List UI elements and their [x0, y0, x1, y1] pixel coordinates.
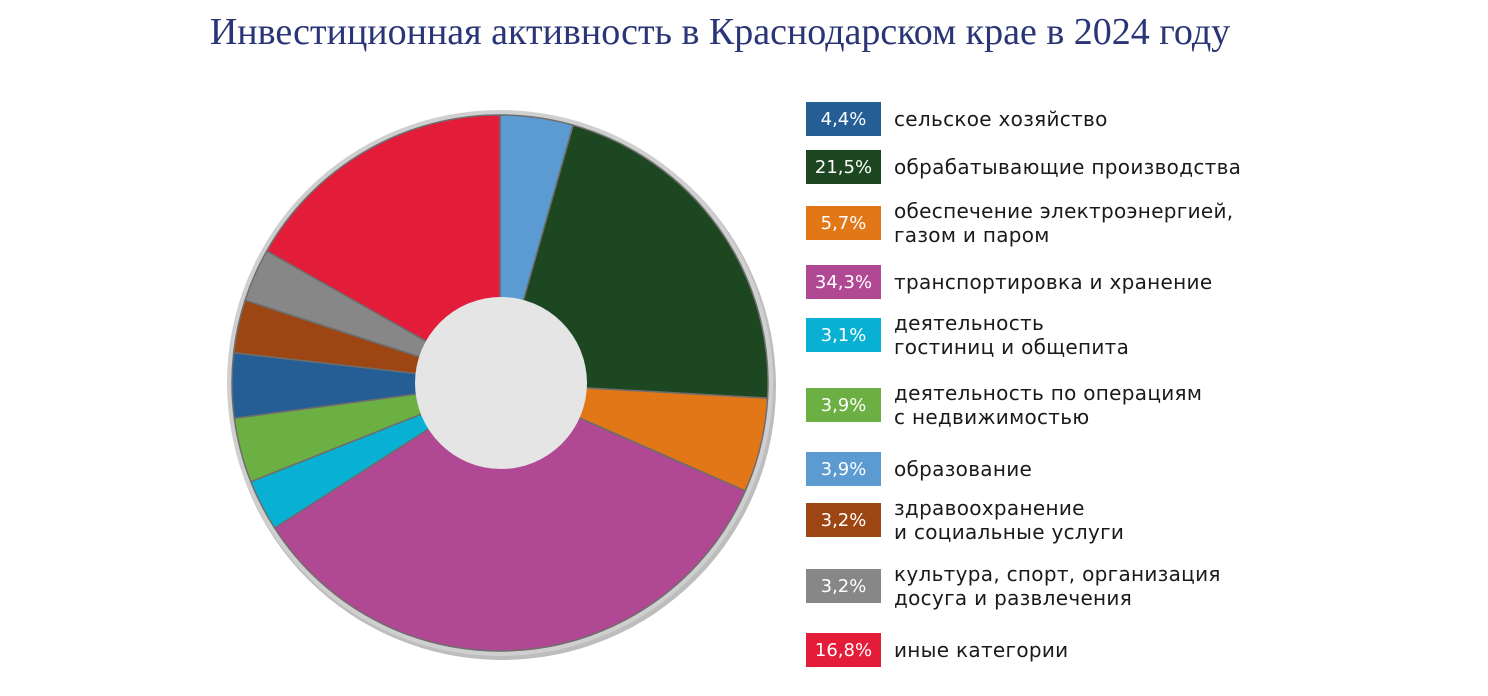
legend-label: обеспечение электроэнергией, газом и пар… — [894, 199, 1234, 247]
legend-swatch-value: 21,5% — [806, 150, 881, 184]
legend-swatch-value: 3,2% — [806, 569, 881, 603]
donut-hole — [415, 297, 587, 469]
donut-chart — [227, 110, 776, 660]
legend-label: сельское хозяйство — [894, 107, 1108, 131]
legend-label: обрабатывающие производства — [894, 155, 1242, 179]
legend-item: 3,2% здравоохранение и социальные услуги — [806, 496, 1124, 544]
legend-label: культура, спорт, организация досуга и ра… — [894, 562, 1221, 610]
legend-item: 4,4% сельское хозяйство — [806, 102, 1108, 136]
pie-slice-3 — [273, 382, 747, 652]
legend-swatch-value: 3,9% — [806, 452, 881, 486]
legend-swatch-value: 4,4% — [806, 102, 881, 136]
legend-swatch-value: 5,7% — [806, 206, 881, 240]
legend-label: деятельность по операциям с недвижимость… — [894, 381, 1203, 429]
legend-label: иные категории — [894, 638, 1069, 662]
legend-swatch-value: 34,3% — [806, 265, 881, 299]
legend-item: 16,8% иные категории — [806, 633, 1068, 667]
legend-label: транспортировка и хранение — [894, 270, 1213, 294]
legend-swatch-value: 3,2% — [806, 503, 881, 537]
legend-swatch-value: 3,1% — [806, 318, 881, 352]
legend-label: образование — [894, 457, 1033, 481]
legend-item: 3,1% деятельность гостиниц и общепита — [806, 311, 1129, 359]
legend-item: 3,9% деятельность по операциям с недвижим… — [806, 381, 1202, 429]
legend-item: 3,2% культура, спорт, организация досуга … — [806, 562, 1221, 610]
legend-item: 21,5% обрабатывающие производства — [806, 150, 1241, 184]
legend-item: 5,7% обеспечение электроэнергией, газом и… — [806, 199, 1233, 247]
legend-item: 34,3% транспортировка и хранение — [806, 265, 1212, 299]
legend-label: деятельность гостиниц и общепита — [894, 311, 1130, 359]
legend-item: 3,9% образование — [806, 452, 1032, 486]
legend-swatch-value: 3,9% — [806, 388, 881, 422]
pie-slice-9 — [265, 114, 501, 385]
legend-swatch-value: 16,8% — [806, 633, 881, 667]
legend-label: здравоохранение и социальные услуги — [894, 496, 1125, 544]
chart-title: Инвестиционная активность в Краснодарско… — [209, 11, 1231, 53]
